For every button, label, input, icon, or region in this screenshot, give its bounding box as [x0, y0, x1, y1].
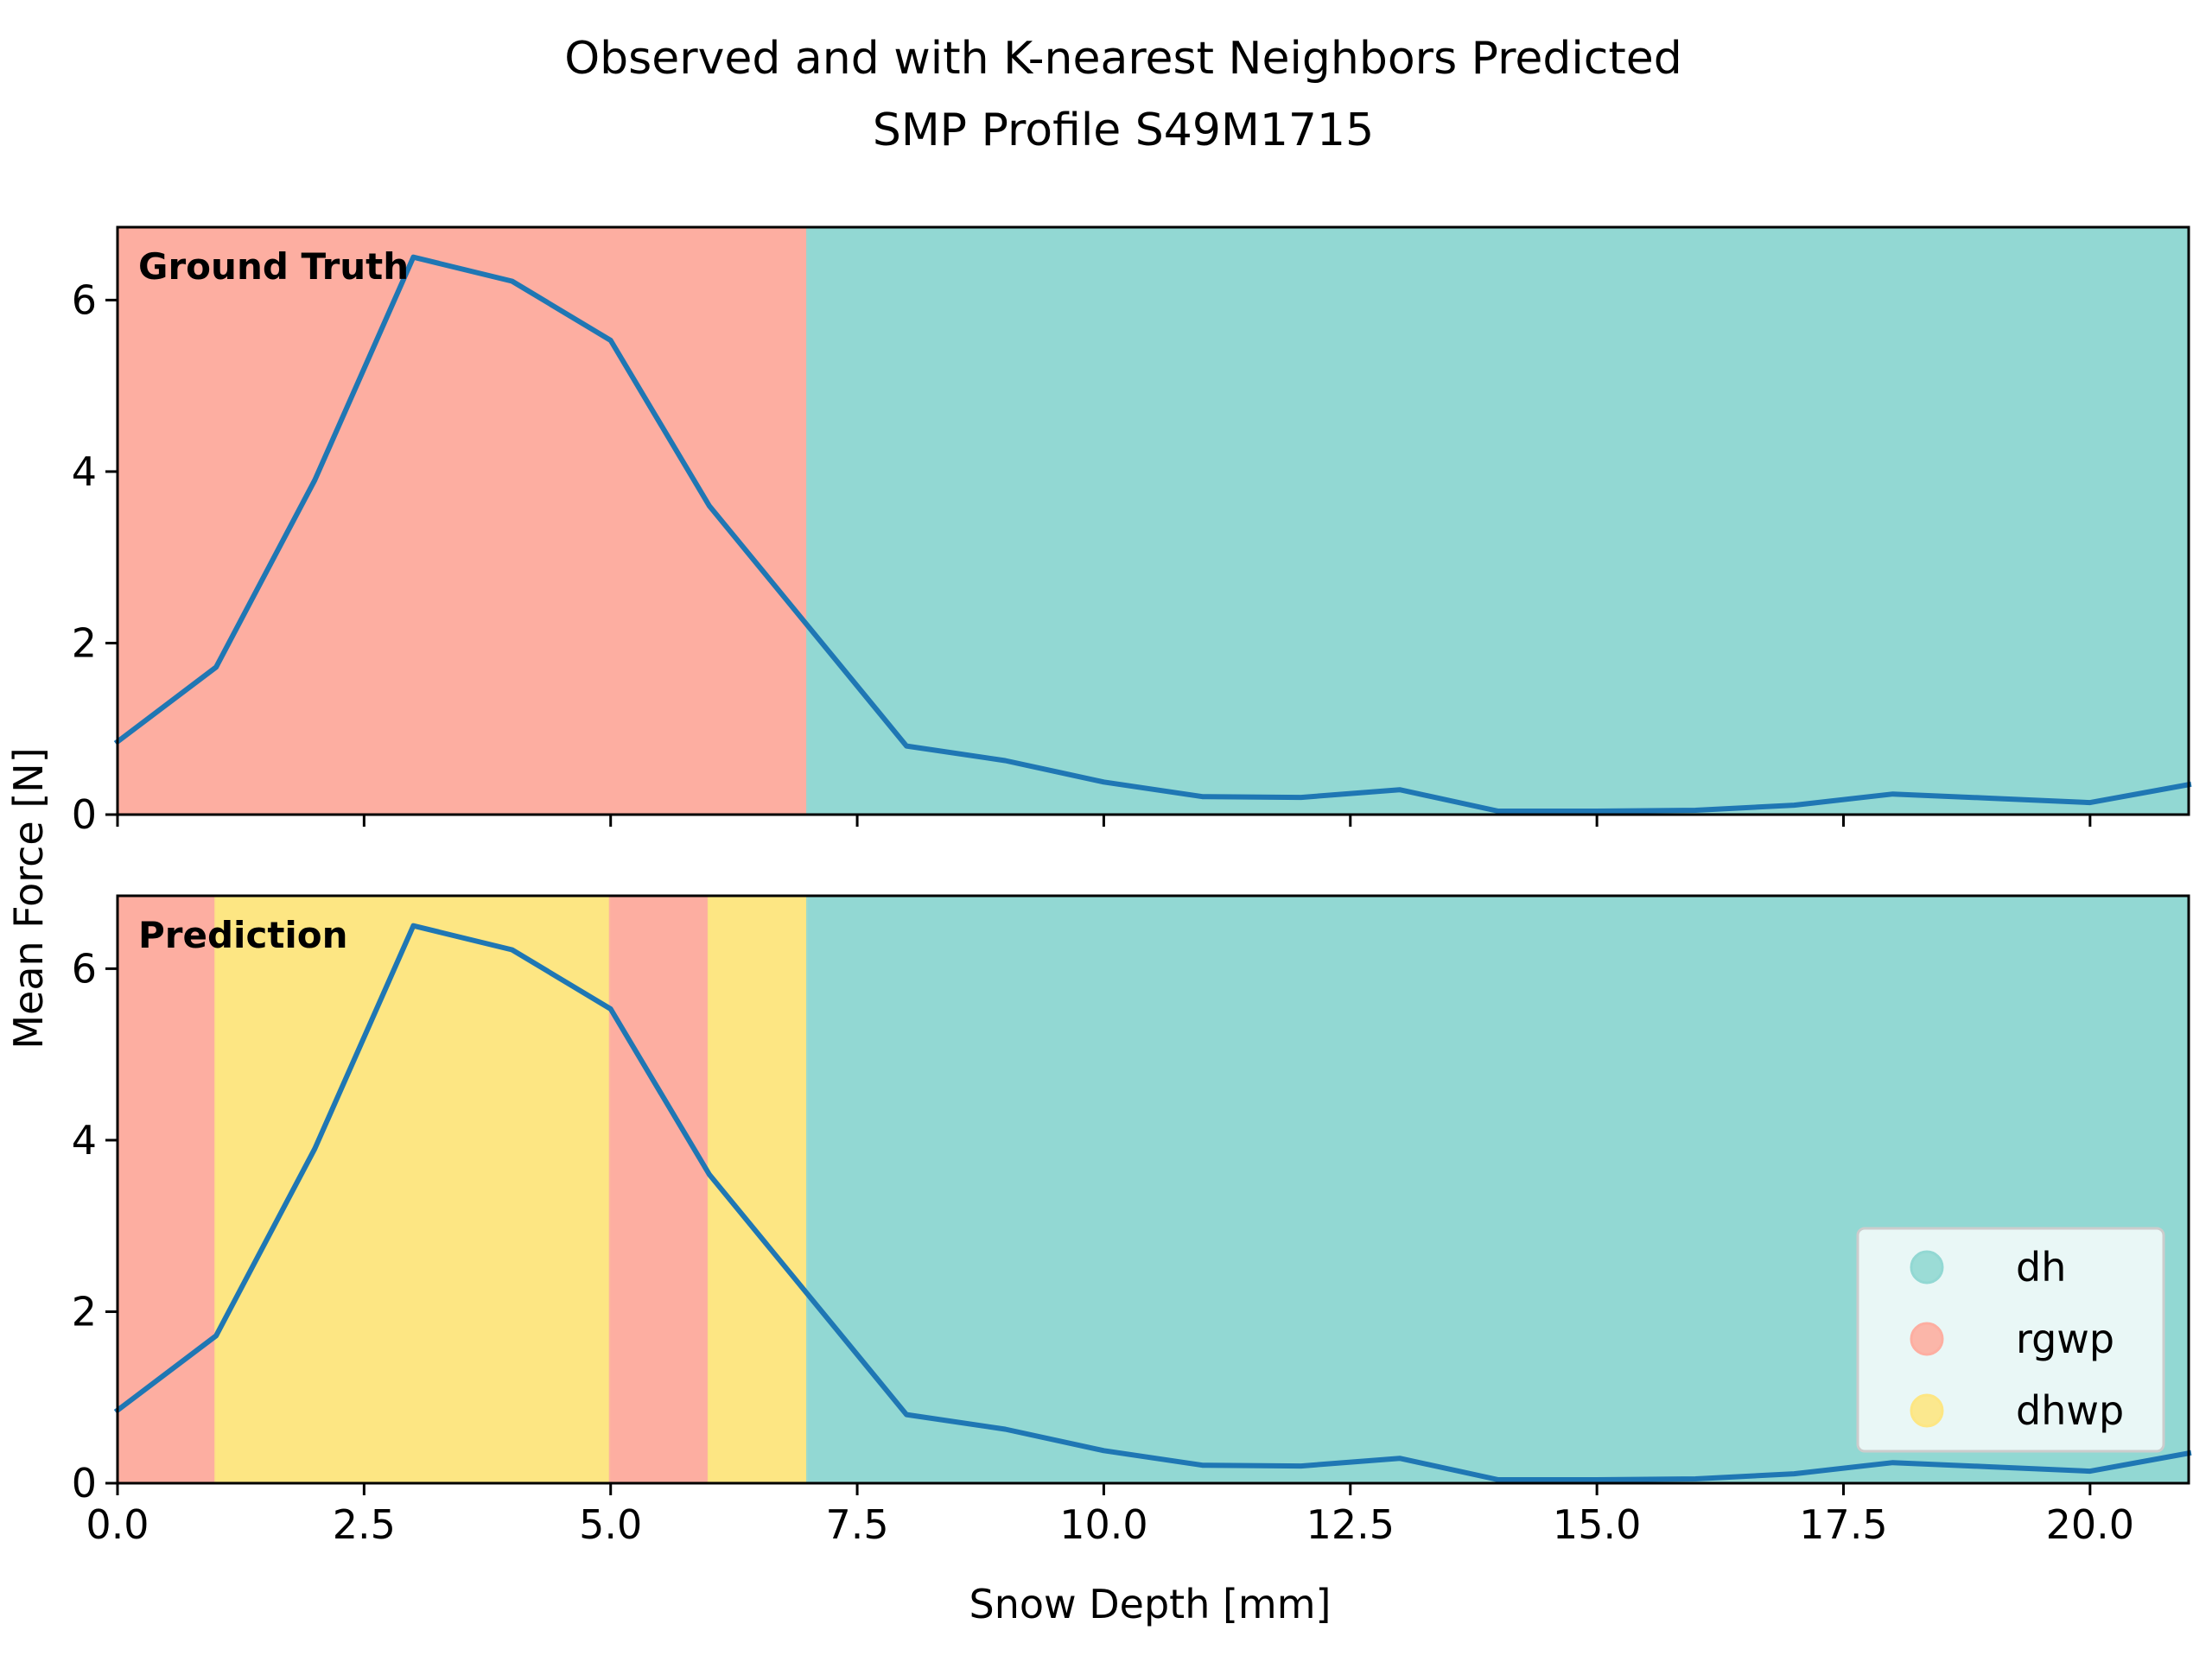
legend-label-dh: dh [2016, 1244, 2066, 1291]
segment-dhwp [709, 896, 808, 1483]
y-tick-label: 4 [72, 448, 97, 495]
segment-dh [808, 227, 2189, 815]
axes-frame [116, 894, 2190, 1485]
x-tick-label: 0.0 [86, 1501, 149, 1548]
x-tick-label: 15.0 [1553, 1501, 1641, 1548]
y-tick-label: 2 [72, 1288, 97, 1335]
series-line [113, 254, 2192, 814]
segment-rgwp [118, 227, 808, 815]
segment-rgwp [610, 896, 709, 1483]
y-tick-label: 0 [72, 791, 97, 838]
y-axis-label: Mean Force [N] [5, 747, 52, 1049]
chart-title: Observed and with K-nearest Neighbors Pr… [564, 33, 1682, 85]
x-tick-label: 5.0 [579, 1501, 642, 1548]
chart-subtitle: SMP Profile S49M1715 [873, 105, 1374, 156]
y-tick-label: 4 [72, 1117, 97, 1164]
y-tick-label: 0 [72, 1460, 97, 1507]
x-tick-label: 2.5 [333, 1501, 396, 1548]
x-tick-label: 10.0 [1059, 1501, 1147, 1548]
panel-label: Prediction [138, 914, 348, 956]
y-tick-label: 2 [72, 619, 97, 666]
segment-rgwp [118, 896, 217, 1483]
series-line [113, 923, 2192, 1482]
y-tick-label: 6 [72, 276, 97, 323]
legend-marker-dhwp [1910, 1393, 1944, 1428]
legend-marker-rgwp [1910, 1322, 1944, 1356]
legend-marker-dh [1910, 1250, 1944, 1285]
legend-label-rgwp: rgwp [2016, 1316, 2114, 1362]
panel-label: Ground Truth [138, 245, 409, 288]
legend: dh rgwp dhwp [1856, 1227, 2165, 1453]
x-tick-label: 20.0 [2046, 1501, 2134, 1548]
x-tick-label: 17.5 [1799, 1501, 1887, 1548]
axes-frame [116, 225, 2190, 816]
x-tick-label: 12.5 [1306, 1501, 1395, 1548]
panel-ground-truth: 0 2 4 6 Ground Truth [72, 225, 2192, 838]
legend-label-dhwp: dhwp [2016, 1387, 2124, 1434]
y-tick-label: 6 [72, 945, 97, 992]
segment-dhwp [216, 896, 611, 1483]
x-tick-label: 7.5 [825, 1501, 888, 1548]
x-axis-label: Snow Depth [mm] [969, 1581, 1332, 1627]
